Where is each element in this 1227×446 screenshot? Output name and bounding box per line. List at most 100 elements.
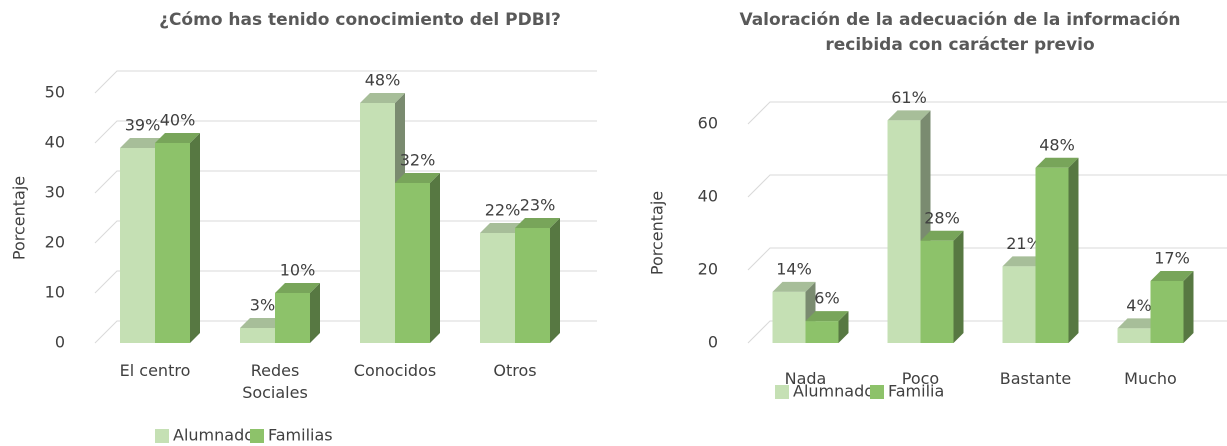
bar-face [155,133,200,143]
bar-face [360,103,395,343]
bar-face [550,218,560,343]
grid-line [747,174,1227,198]
bar-face [240,328,275,343]
bar [515,218,560,343]
bar-face [1068,157,1079,343]
bar-face [920,240,954,343]
legend-label: Alumnado [173,426,254,445]
y-tick-label: 10 [45,283,65,302]
legend-swatch [250,429,264,443]
bar [275,283,320,343]
y-axis-label: Porcentaje [648,191,667,275]
y-tick-label: 30 [45,183,65,202]
chart-title: ¿Cómo has tenido conocimiento del PDBI? [159,10,561,30]
bar-face [805,321,839,343]
bar-face [155,143,190,343]
y-tick-label: 20 [698,260,718,279]
x-tick-label: Mucho [1124,369,1177,388]
data-label: 21% [1006,234,1042,253]
data-label: 17% [1154,248,1190,267]
bar [1035,157,1079,343]
y-tick-label: 0 [708,333,718,352]
bar-face [240,318,285,328]
bar-face [515,218,560,228]
legend-swatch [870,385,884,399]
bar-face [1035,167,1069,343]
bar-face [430,173,440,343]
bar-face [772,281,816,292]
bar-face [838,311,849,343]
bar-face [360,93,405,103]
bar-face [1183,270,1194,343]
data-label: 14% [776,259,812,278]
x-tick-label: Nada [784,369,827,388]
data-label: 23% [520,196,556,215]
legend-swatch [155,429,169,443]
y-tick-label: 0 [55,333,65,352]
bar-face [887,110,931,121]
bar-face [953,230,964,343]
chart-title: Valoración de la adecuación de la inform… [739,10,1181,55]
data-label: 10% [280,261,316,280]
bar-face [1002,256,1046,267]
bar-face [920,230,964,241]
bar-face [1150,280,1184,343]
bar-face [480,223,525,233]
legend-swatch [775,385,789,399]
data-label: 22% [485,201,521,220]
y-tick-label: 40 [45,133,65,152]
bar-face [395,183,430,343]
bar [1150,270,1194,343]
data-label: 32% [400,151,436,170]
legend-label: Familia [888,382,944,401]
legend-label: Alumnado [793,382,874,401]
bar-face [1117,318,1161,329]
grid-line [94,120,597,144]
bar-face [120,148,155,343]
data-label: 4% [1126,296,1151,315]
bar-face [310,283,320,343]
bar [155,133,200,343]
grid-line [94,170,597,194]
data-label: 3% [250,296,275,315]
y-tick-label: 60 [698,114,718,133]
x-tick-label: Otros [493,361,537,380]
bar [805,311,849,343]
x-tick-label: Conocidos [353,361,437,380]
bar-face [887,120,921,343]
bar-face [1035,157,1079,168]
bar-face [1002,266,1036,343]
bar [920,230,964,343]
data-label: 61% [891,88,927,107]
x-tick-label: Bastante [999,369,1072,388]
bar-face [515,228,550,343]
bar-face [480,233,515,343]
data-label: 39% [125,116,161,135]
bar-face [275,293,310,343]
bar-face [772,291,806,343]
y-axis-label: Porcentaje [10,176,29,260]
bar-face [120,138,165,148]
bar-face [805,311,849,322]
data-label: 40% [160,111,196,130]
y-tick-label: 40 [698,187,718,206]
grid-line [94,70,597,94]
y-tick-label: 20 [45,233,65,252]
grid-line [747,101,1227,125]
legend-label: Familias [268,426,333,445]
data-label: 28% [924,208,960,227]
data-label: 48% [1039,135,1075,154]
x-tick-label: Poco [901,369,940,388]
x-tick-label: Redes Sociales [242,361,308,402]
bar-face [190,133,200,343]
bar [395,173,440,343]
bar-face [395,173,440,183]
y-tick-label: 50 [45,83,65,102]
data-label: 48% [365,71,401,90]
bar-face [275,283,320,293]
x-tick-label: El centro [119,361,191,380]
data-label: 6% [814,289,839,308]
bar-face [1150,270,1194,281]
